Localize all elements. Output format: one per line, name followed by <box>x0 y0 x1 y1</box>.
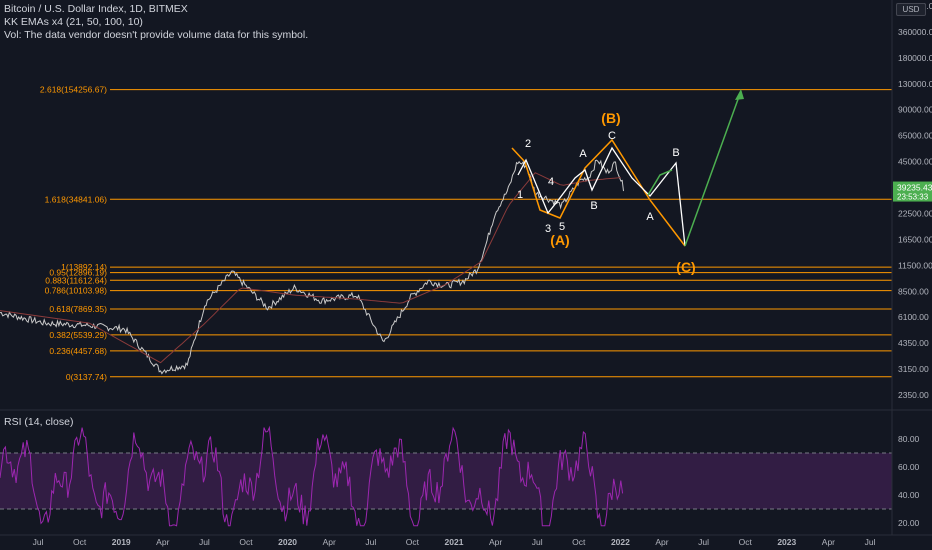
price-axis-label: 22500.00 <box>898 208 932 218</box>
fib-label: 0.618(7869.35) <box>49 304 107 314</box>
wave-label-b: B <box>590 200 597 212</box>
time-axis-label: Oct <box>572 537 586 547</box>
time-axis-label: Jul <box>199 537 210 547</box>
time-axis-label: Apr <box>156 537 169 547</box>
impulse-path <box>517 146 686 247</box>
ema-indicator-label[interactable]: KK EMAs x4 (21, 50, 100, 10) <box>4 16 143 28</box>
price-axis-label: 11500.00 <box>898 260 932 270</box>
currency-badge[interactable]: USD <box>896 3 926 16</box>
price-axis-label: 65000.00 <box>898 131 932 141</box>
rsi-line <box>0 425 624 527</box>
wave-label-A-major: (A) <box>550 232 569 248</box>
fib-label: 0.883(11612.64) <box>45 275 107 285</box>
price-axis-label: 16500.00 <box>898 234 932 244</box>
price-axis-label: 3150.00 <box>898 364 929 374</box>
fib-levels: 2.618(154256.67) 1.618(34841.06) 1(13892.1… <box>40 85 892 382</box>
symbol-title[interactable]: Bitcoin / U.S. Dollar Index, 1D, BITMEX <box>4 3 188 15</box>
time-axis-label: 2020 <box>278 537 297 547</box>
price-series <box>0 159 624 375</box>
chart-legend: Bitcoin / U.S. Dollar Index, 1D, BITMEX … <box>4 3 308 42</box>
price-axis-label: 6100.00 <box>898 312 929 322</box>
wave-label-1: 1 <box>517 189 523 201</box>
time-axis-label: Oct <box>239 537 253 547</box>
price-axis-label: 90000.00 <box>898 105 932 115</box>
time-axis-label: 2019 <box>112 537 131 547</box>
elliott-waves: 1 2 3 4 5(A) (B) (C) A B C A B <box>511 89 744 275</box>
wave-label-c: C <box>608 130 616 142</box>
wave-label-a2: A <box>646 211 654 223</box>
wave-label-a: A <box>579 148 587 160</box>
wave-label-B-major: (B) <box>601 110 620 126</box>
current-price-tag <box>893 181 932 202</box>
price-axis-label: 8500.00 <box>898 286 929 296</box>
price-axis-label: 4350.00 <box>898 338 929 348</box>
wave-label-5: 5 <box>559 221 565 233</box>
projection-arrowhead <box>735 89 744 100</box>
rsi-axis-label: 60.00 <box>898 462 920 472</box>
rsi-axis-label: 20.00 <box>898 518 920 528</box>
time-axis-label: Apr <box>323 537 336 547</box>
time-axis-label: Apr <box>822 537 835 547</box>
time-axis-label: Jul <box>365 537 376 547</box>
fib-label: 1(13892.14) <box>61 262 107 272</box>
price-axis-label: 2350.00 <box>898 390 929 400</box>
rsi-band <box>0 453 892 509</box>
fib-label: 0.382(5539.29) <box>49 330 107 340</box>
rsi-title[interactable]: RSI (14, close) <box>4 416 74 428</box>
time-axis-label: Jul <box>698 537 709 547</box>
rsi-axis-label: 80.00 <box>898 434 920 444</box>
time-axis-label: Oct <box>406 537 420 547</box>
rsi-axis-label: 40.00 <box>898 490 920 500</box>
price-axis-label: 130000.00 <box>898 79 932 89</box>
wave-label-2: 2 <box>525 138 531 150</box>
projection-arrow <box>684 90 742 247</box>
fib-label: 0.95(12896.19) <box>49 268 107 278</box>
time-axis-label: Oct <box>73 537 87 547</box>
current-price-value: 39235.43 <box>897 183 932 193</box>
volume-notice: Vol: The data vendor doesn't provide vol… <box>4 29 309 41</box>
price-axis-label: 45000.00 <box>898 157 932 167</box>
fib-label: 2.618(154256.67) <box>40 85 107 95</box>
time-axis-label: Apr <box>655 537 668 547</box>
time-axis-label: 2022 <box>611 537 630 547</box>
wave-label-C-major: (C) <box>676 259 695 275</box>
ema-line <box>0 172 621 364</box>
time-axis-label: Jul <box>33 537 44 547</box>
small-projection <box>647 169 673 196</box>
rsi-pane: 80.00 60.00 40.00 20.00 <box>0 425 920 528</box>
fib-label: 0(3137.74) <box>66 372 107 382</box>
fib-label: 1.618(34841.06) <box>45 194 108 204</box>
fib-label: 0.786(10103.98) <box>45 286 108 296</box>
time-axis-label: Jul <box>532 537 543 547</box>
time-axis-label: Oct <box>739 537 753 547</box>
time-axis-label: 2021 <box>445 537 464 547</box>
time-axis-label: Apr <box>489 537 502 547</box>
wave-label-3: 3 <box>545 223 551 235</box>
price-axis-label: 360000.00 <box>898 27 932 37</box>
current-price-countdown: 23:53:33 <box>897 193 929 202</box>
wave-label-4: 4 <box>548 176 554 188</box>
time-axis-label: Jul <box>865 537 876 547</box>
time-axis-label: 2023 <box>777 537 796 547</box>
price-axis-label: 180000.00 <box>898 53 932 63</box>
wave-label-b2: B <box>672 147 679 159</box>
fib-label: 0.236(4457.68) <box>49 346 107 356</box>
